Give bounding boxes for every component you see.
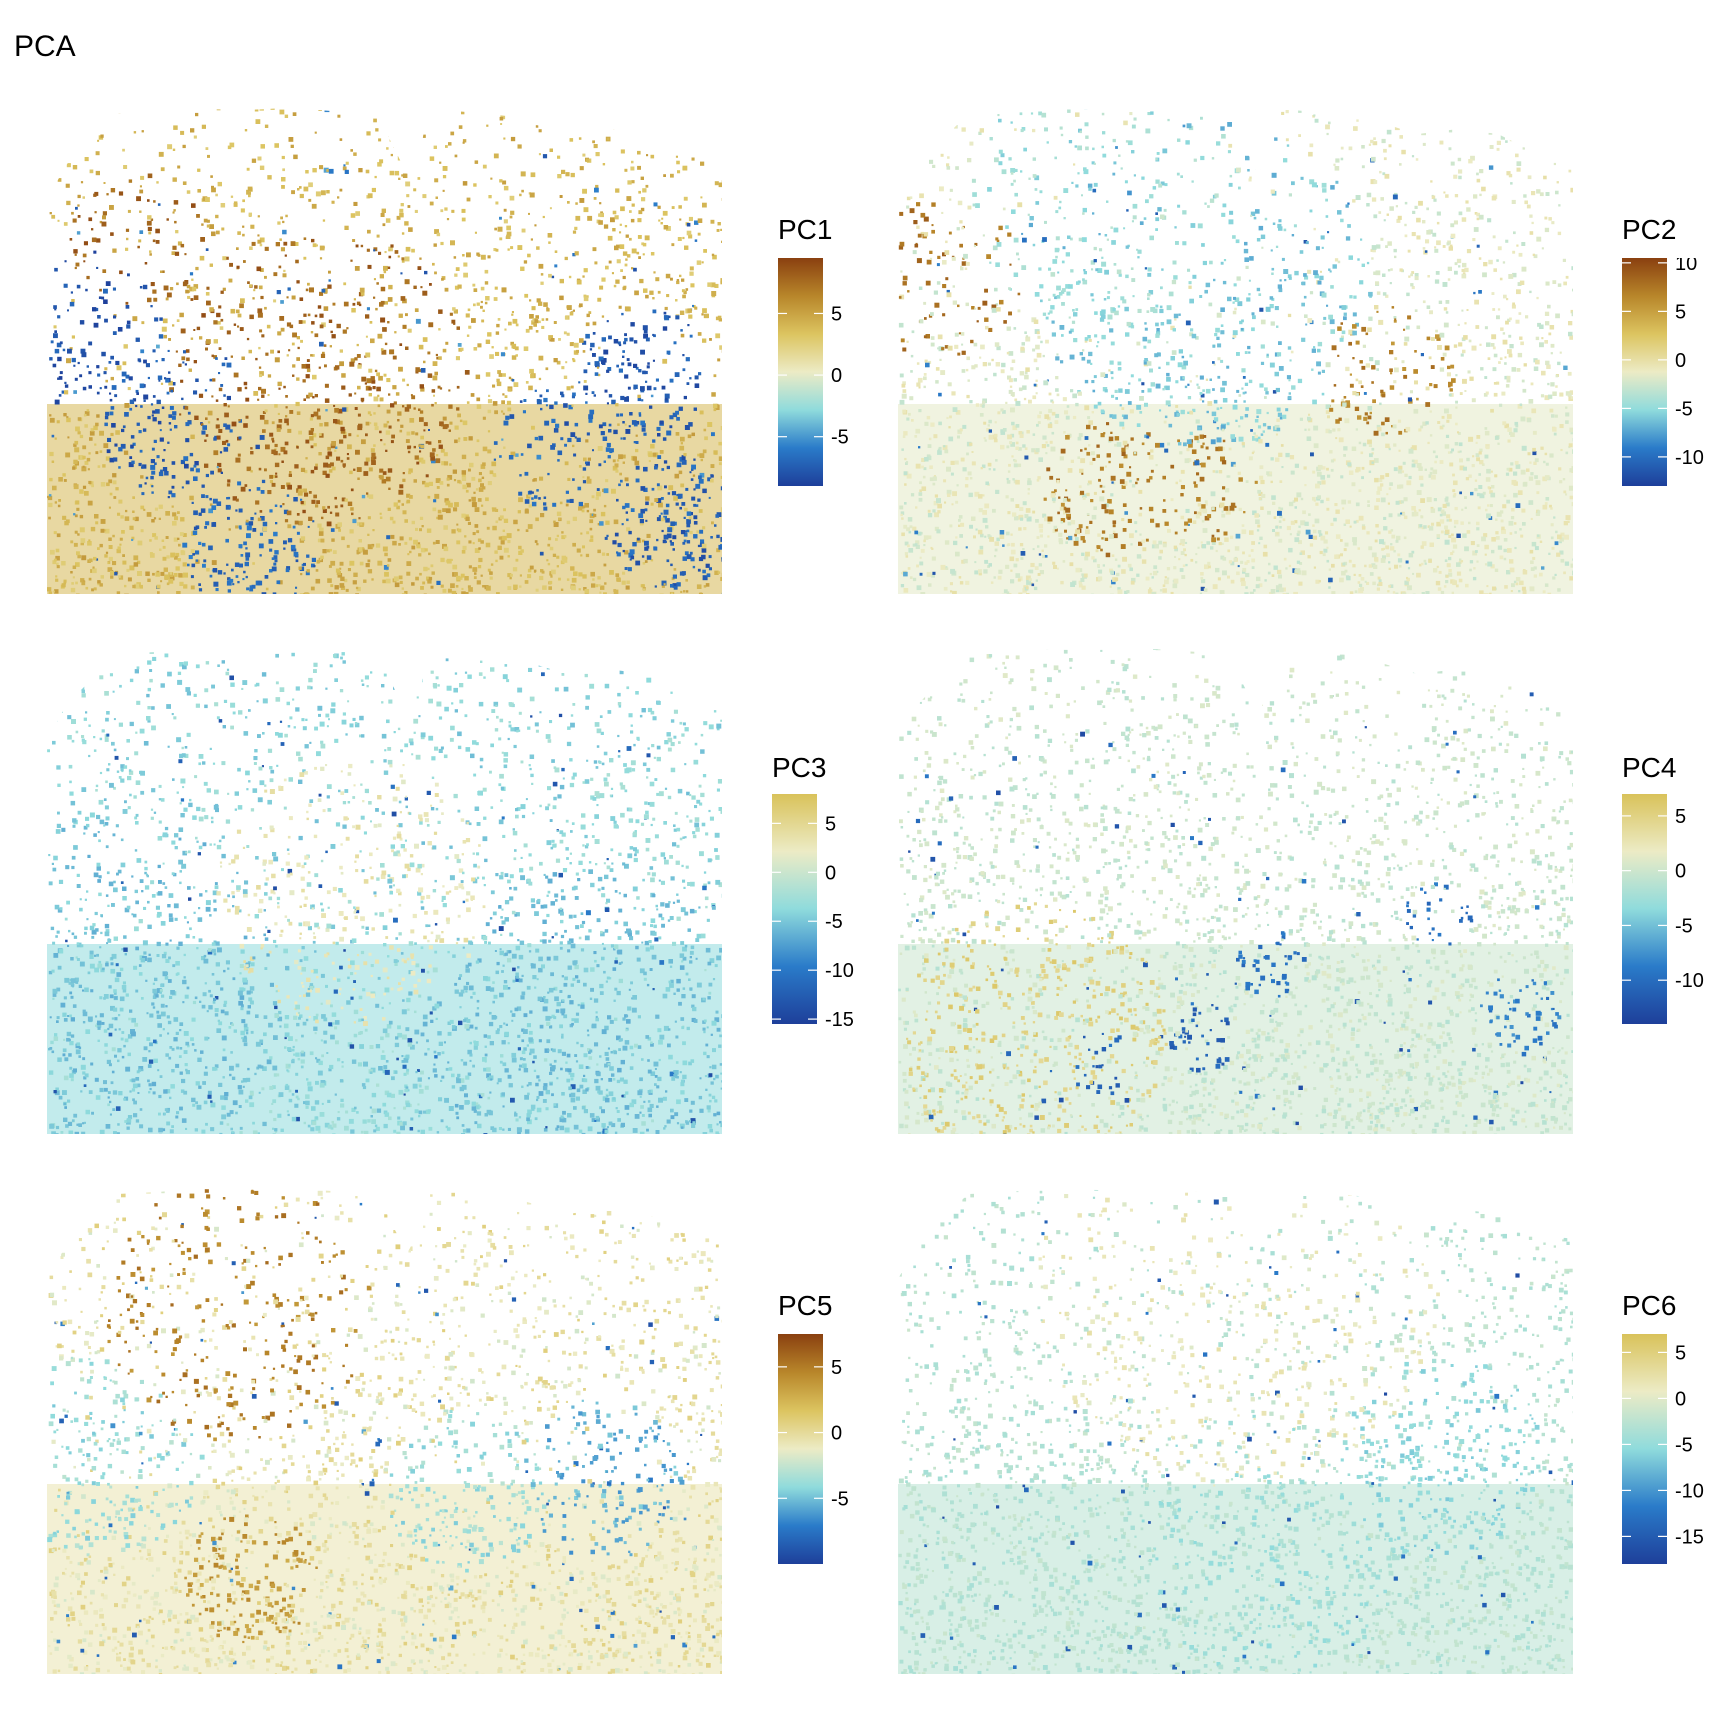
panel-pc5-colorbar: 5 0 -5 xyxy=(778,1334,849,1564)
panel-pc4-tick-label: -5 xyxy=(1675,915,1693,937)
panel-pc3-tick-label: -5 xyxy=(825,911,843,933)
panel-pc2-cells xyxy=(898,108,1573,594)
panel-pc4-map xyxy=(898,648,1573,1134)
panel-pc5-legend-title: PC5 xyxy=(778,1290,833,1321)
panel-pc2-colorbar: 10 5 0 -5 -10 xyxy=(1622,258,1704,486)
panel-pc2-tick-label: 5 xyxy=(1675,301,1686,323)
panel-pc3-tick-label: 5 xyxy=(825,813,836,835)
panel-pc6-tick-label: 0 xyxy=(1675,1388,1686,1410)
panel-pc1-tissue-base xyxy=(47,404,722,594)
panel-pc1-cells xyxy=(47,108,722,594)
panel-pc3-map xyxy=(47,648,722,1134)
panel-pc4-colorbar: 5 0 -5 -10 xyxy=(1622,794,1704,1024)
panel-pc4-colorbar-gradient xyxy=(1622,794,1667,1024)
panel-pc6-colorbar-gradient xyxy=(1622,1334,1667,1564)
panel-pc3-tick-label: -15 xyxy=(825,1009,854,1028)
panel-pc6-colorbar: 5 0 -5 -10 -15 xyxy=(1622,1334,1704,1564)
panel-pc6-cells xyxy=(898,1188,1573,1674)
panel-pc6-map xyxy=(898,1188,1573,1674)
panel-pc6-tick-label: -5 xyxy=(1675,1434,1693,1456)
figure-title: PCA xyxy=(14,30,76,63)
panel-pc1-tick-label: 5 xyxy=(831,303,842,325)
panel-pc2-map xyxy=(898,108,1573,594)
panel-pc4-legend-title: PC4 xyxy=(1622,752,1677,783)
panel-pc6-tick-label: -15 xyxy=(1675,1526,1704,1548)
panel-pc4-tick-label: 5 xyxy=(1675,806,1686,828)
panel-pc4-tick-label: -10 xyxy=(1675,970,1704,992)
panel-pc5-colorbar-gradient xyxy=(778,1334,823,1564)
panel-pc2-legend-title: PC2 xyxy=(1622,214,1677,245)
panel-pc2-colorbar-gradient xyxy=(1622,258,1667,486)
panel-pc3-colorbar-gradient xyxy=(772,794,817,1024)
panel-pc3-tick-label: 0 xyxy=(825,862,836,884)
panel-pc1-tick-label: -5 xyxy=(831,427,849,449)
panel-pc1-legend-title: PC1 xyxy=(778,214,833,245)
panel-pc5-tick-label: 0 xyxy=(831,1423,842,1445)
panel-pc2-tick-label: 10 xyxy=(1675,258,1697,275)
panel-pc5-map xyxy=(47,1188,722,1674)
panel-pc1-colorbar-gradient xyxy=(778,258,823,486)
panel-pc3-tick-label: -10 xyxy=(825,960,854,982)
panel-pc3-legend-title: PC3 xyxy=(772,752,827,783)
panel-pc2-tissue-base xyxy=(898,404,1573,594)
panel-pc4-tick-label: 0 xyxy=(1675,861,1686,883)
panel-pc3-colorbar: 5 0 -5 -10 -15 xyxy=(772,794,854,1028)
panel-pc6-tick-label: -10 xyxy=(1675,1480,1704,1502)
panel-pc1-map xyxy=(47,108,722,594)
panel-pc6-legend-title: PC6 xyxy=(1622,1290,1677,1321)
panel-pc6-tick-label: 5 xyxy=(1675,1342,1686,1364)
panel-pc2-tick-label: 0 xyxy=(1675,350,1686,372)
panel-pc1-tick-label: 0 xyxy=(831,365,842,387)
panel-pc4-cells xyxy=(898,648,1573,1134)
panel-pc2-tick-label: -5 xyxy=(1675,398,1693,420)
panel-pc1-colorbar: 5 0 -5 xyxy=(778,258,849,486)
panel-pc3-cells xyxy=(47,648,722,1134)
panel-pc5-cells xyxy=(47,1188,722,1674)
panel-pc5-tick-label: -5 xyxy=(831,1488,849,1510)
panel-pc5-tick-label: 5 xyxy=(831,1357,842,1379)
panel-pc2-tick-label: -10 xyxy=(1675,447,1704,469)
panel-pc6-tissue-base xyxy=(898,1484,1573,1674)
